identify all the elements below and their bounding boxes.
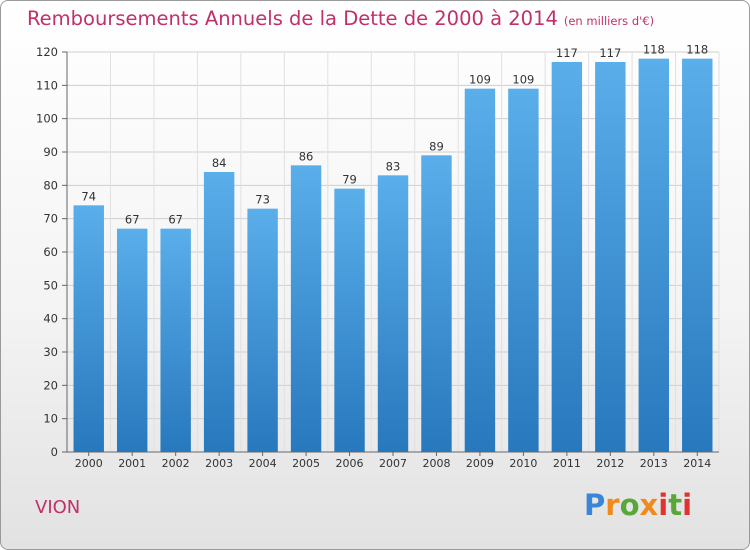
- bar-2001: [116, 228, 148, 452]
- data-label-2010: 109: [512, 73, 534, 87]
- y-axis: 0 10 20 30 40 50 60 70 80 90 100 110 120: [36, 45, 68, 459]
- y-tick-label: 120: [36, 45, 58, 59]
- data-label-2008: 89: [429, 139, 444, 153]
- x-tick-label-2012: 2012: [596, 457, 624, 470]
- y-tick-label: 110: [36, 78, 58, 92]
- y-tick-label: 10: [43, 412, 58, 426]
- data-label-2011: 117: [556, 46, 578, 60]
- bar-2013: [638, 58, 670, 453]
- x-tick-label-2004: 2004: [249, 457, 277, 470]
- y-tick-label: 100: [36, 112, 58, 126]
- data-label-2012: 117: [599, 46, 621, 60]
- bar-2006: [334, 188, 365, 452]
- data-label-2002: 67: [168, 213, 183, 227]
- bar-2009: [464, 88, 496, 453]
- bar-2008: [421, 155, 452, 453]
- bar-2014: [682, 58, 713, 453]
- y-tick-label: 20: [43, 378, 58, 392]
- bar-2012: [595, 62, 626, 452]
- bar-2004: [247, 208, 278, 452]
- x-tick-label-2009: 2009: [466, 457, 494, 470]
- x-tick-label-2003: 2003: [205, 457, 233, 470]
- x-tick-label-2010: 2010: [509, 457, 537, 470]
- y-tick-label: 30: [43, 345, 58, 359]
- y-tick-label: 80: [43, 178, 58, 192]
- data-label-2005: 86: [299, 149, 314, 163]
- bar-2007: [377, 175, 409, 453]
- data-label-2003: 84: [212, 156, 227, 170]
- x-tick-label-2007: 2007: [379, 457, 407, 470]
- bar-2010: [508, 88, 539, 453]
- chart-title: Remboursements Annuels de la Dette de 20…: [27, 7, 654, 30]
- data-labels: 74 67 67 84 73 86 79 83 89 109 109 117 117 118 118: [81, 43, 708, 227]
- x-tick-label-2008: 2008: [422, 457, 450, 470]
- x-tick-label-2014: 2014: [683, 457, 711, 470]
- proxiti-logo: Proxiti: [584, 488, 693, 522]
- data-label-2001: 67: [125, 213, 140, 227]
- bar-chart: 0 10 20 30 40 50 60 70 80 90 100 110 120 74 67 67 84 73 8…: [36, 43, 720, 470]
- data-label-2006: 79: [342, 173, 357, 187]
- data-label-2009: 109: [469, 73, 491, 87]
- data-label-2004: 73: [255, 193, 270, 207]
- data-label-2007: 83: [386, 159, 401, 173]
- x-tick-label-2001: 2001: [118, 457, 146, 470]
- y-tick-label: 70: [43, 212, 58, 226]
- y-tick-label: 40: [43, 312, 58, 326]
- data-label-2013: 118: [643, 43, 665, 57]
- data-label-2000: 74: [81, 189, 96, 203]
- bar-2000: [73, 205, 104, 452]
- y-tick-label: 50: [43, 278, 58, 292]
- place-name: VION: [35, 497, 81, 518]
- x-tick-label-2011: 2011: [553, 457, 581, 470]
- bar-2003: [203, 172, 235, 452]
- y-tick-label: 0: [51, 445, 58, 459]
- x-tick-label-2000: 2000: [75, 457, 103, 470]
- x-tick-label-2013: 2013: [640, 457, 668, 470]
- bar-2002: [160, 228, 191, 452]
- chart-subtitle: (en milliers d'€): [563, 14, 655, 28]
- chart-title-text: Remboursements Annuels de la Dette de 20…: [27, 7, 558, 30]
- x-tick-label-2006: 2006: [336, 457, 364, 470]
- bar-2011: [551, 62, 583, 452]
- data-label-2014: 118: [686, 43, 708, 57]
- bars: [73, 58, 713, 453]
- x-tick-label-2002: 2002: [162, 457, 190, 470]
- y-tick-label: 60: [43, 245, 58, 259]
- x-axis: 2000 2001 2002 2003 2004 2005 2006 2007 2008 2009…: [67, 451, 719, 470]
- bar-2005: [290, 165, 322, 453]
- y-tick-label: 90: [43, 145, 58, 159]
- x-tick-label-2005: 2005: [292, 457, 320, 470]
